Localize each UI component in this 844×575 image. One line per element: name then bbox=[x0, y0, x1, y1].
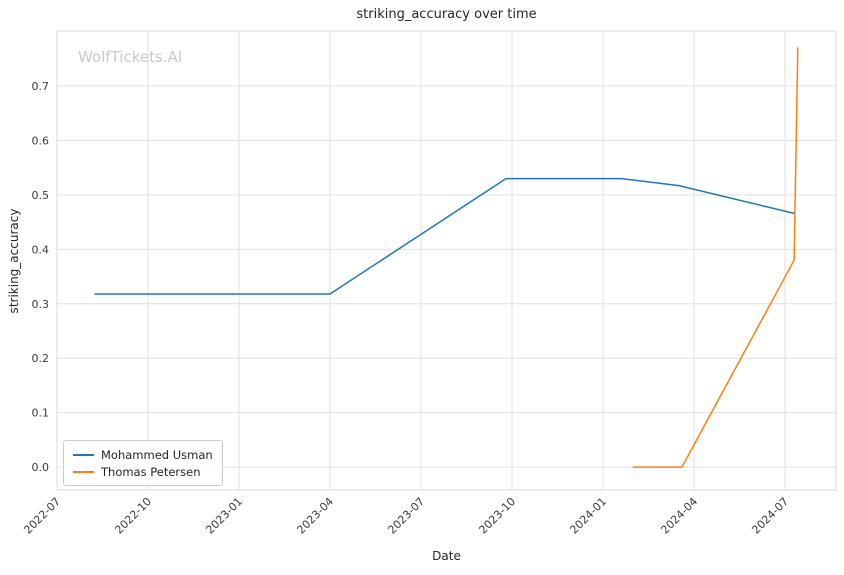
legend-item: Thomas Petersen bbox=[73, 463, 213, 480]
y-tick-label: 0.4 bbox=[32, 243, 50, 256]
watermark: WolfTickets.AI bbox=[78, 48, 183, 66]
x-tick-label: 2024-01 bbox=[567, 495, 609, 537]
x-tick-label: 2023-01 bbox=[203, 495, 245, 537]
plot-border bbox=[56, 30, 837, 491]
chart-title: striking_accuracy over time bbox=[356, 7, 537, 22]
series-line-mohammed-usman bbox=[94, 177, 795, 295]
y-axis-title: striking_accuracy bbox=[7, 208, 21, 314]
x-tick-label: 2022-10 bbox=[112, 495, 154, 537]
legend-line-swatch bbox=[73, 453, 94, 456]
legend: Mohammed Usman Thomas Petersen bbox=[63, 440, 223, 486]
legend-label: Thomas Petersen bbox=[101, 464, 201, 479]
y-tick-label: 0.0 bbox=[32, 461, 50, 474]
legend-item: Mohammed Usman bbox=[73, 446, 213, 463]
series-line-thomas-petersen bbox=[632, 47, 799, 468]
legend-line-swatch bbox=[73, 470, 94, 473]
y-tick-label: 0.2 bbox=[32, 352, 50, 365]
y-tick-label: 0.6 bbox=[32, 134, 50, 147]
x-tick-label: 2023-07 bbox=[385, 495, 427, 537]
y-tick-label: 0.1 bbox=[32, 407, 50, 420]
y-tick-label: 0.5 bbox=[32, 189, 50, 202]
x-axis-title: Date bbox=[432, 549, 461, 563]
x-tick-label: 2023-04 bbox=[294, 495, 336, 537]
x-tick-label: 2024-04 bbox=[658, 495, 700, 537]
y-tick-label: 0.7 bbox=[32, 80, 50, 93]
x-tick-label: 2023-10 bbox=[476, 495, 518, 537]
x-tick-label: 2024-07 bbox=[749, 495, 791, 537]
x-tick-label: 2022-07 bbox=[21, 495, 63, 537]
y-tick-label: 0.3 bbox=[32, 298, 50, 311]
legend-label: Mohammed Usman bbox=[101, 447, 213, 462]
